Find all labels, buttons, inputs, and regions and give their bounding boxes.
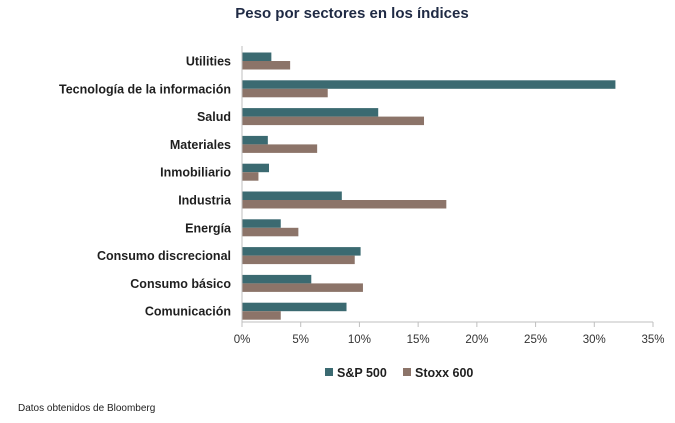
- x-tick-label: 5%: [292, 334, 309, 346]
- bar-stoxx-600-industria: [242, 200, 447, 209]
- bar-s-p-500-comunicacion: [242, 302, 347, 312]
- x-tick-label: 25%: [524, 334, 547, 346]
- bar-s-p-500-inmobiliario: [242, 163, 270, 173]
- bar-stoxx-600-tecnologia-de-la-informacion: [242, 88, 328, 98]
- bar-stoxx-600-materiales: [242, 144, 318, 153]
- bar-s-p-500-industria: [242, 191, 342, 200]
- bar-stoxx-600-utilities: [242, 61, 291, 70]
- bar-stoxx-600-salud: [242, 116, 425, 126]
- source-note: Datos obtenidos de Bloomberg: [18, 403, 156, 414]
- bar-stoxx-600-consumo-basico: [242, 283, 363, 292]
- x-tick-label: 15%: [407, 334, 430, 346]
- x-tick-label: 30%: [583, 334, 606, 346]
- category-label-utilities: Utilities: [186, 55, 231, 69]
- category-label-consumo-discrecional: Consumo discrecional: [97, 249, 231, 263]
- category-label-inmobiliario: Inmobiliario: [160, 166, 231, 180]
- legend: S&P 500 Stoxx 600: [325, 366, 473, 380]
- chart-title: Peso por sectores en los índices: [235, 5, 468, 22]
- category-label-energia: Energía: [185, 221, 232, 235]
- bar-s-p-500-tecnologia-de-la-informacion: [242, 80, 616, 89]
- bar-s-p-500-materiales: [242, 135, 268, 145]
- legend-label-s-p-500: S&P 500: [337, 366, 387, 380]
- bar-s-p-500-energia: [242, 219, 281, 228]
- x-tick-label: 35%: [641, 334, 664, 346]
- category-label-materiales: Materiales: [170, 138, 231, 152]
- category-label-tecnologia-de-la-informacion: Tecnología de la información: [59, 82, 231, 96]
- bar-stoxx-600-comunicacion: [242, 311, 281, 320]
- bar-stoxx-600-consumo-discrecional: [242, 255, 355, 265]
- bar-stoxx-600-inmobiliario: [242, 172, 259, 181]
- category-label-industria: Industria: [178, 194, 232, 208]
- x-tick-label: 0%: [234, 334, 251, 346]
- bar-s-p-500-consumo-discrecional: [242, 247, 361, 256]
- x-tick-label: 20%: [465, 334, 488, 346]
- category-label-comunicacion: Comunicación: [145, 305, 231, 319]
- bar-s-p-500-utilities: [242, 52, 272, 61]
- legend-label-stoxx-600: Stoxx 600: [415, 366, 473, 380]
- bar-stoxx-600-energia: [242, 227, 299, 237]
- bar-s-p-500-salud: [242, 108, 379, 117]
- category-label-salud: Salud: [197, 110, 231, 124]
- bar-s-p-500-consumo-basico: [242, 274, 312, 284]
- legend-swatch-s-p-500: [325, 368, 333, 376]
- legend-swatch-stoxx-600: [403, 368, 411, 376]
- category-label-consumo-basico: Consumo básico: [130, 277, 231, 291]
- x-tick-label: 10%: [348, 334, 371, 346]
